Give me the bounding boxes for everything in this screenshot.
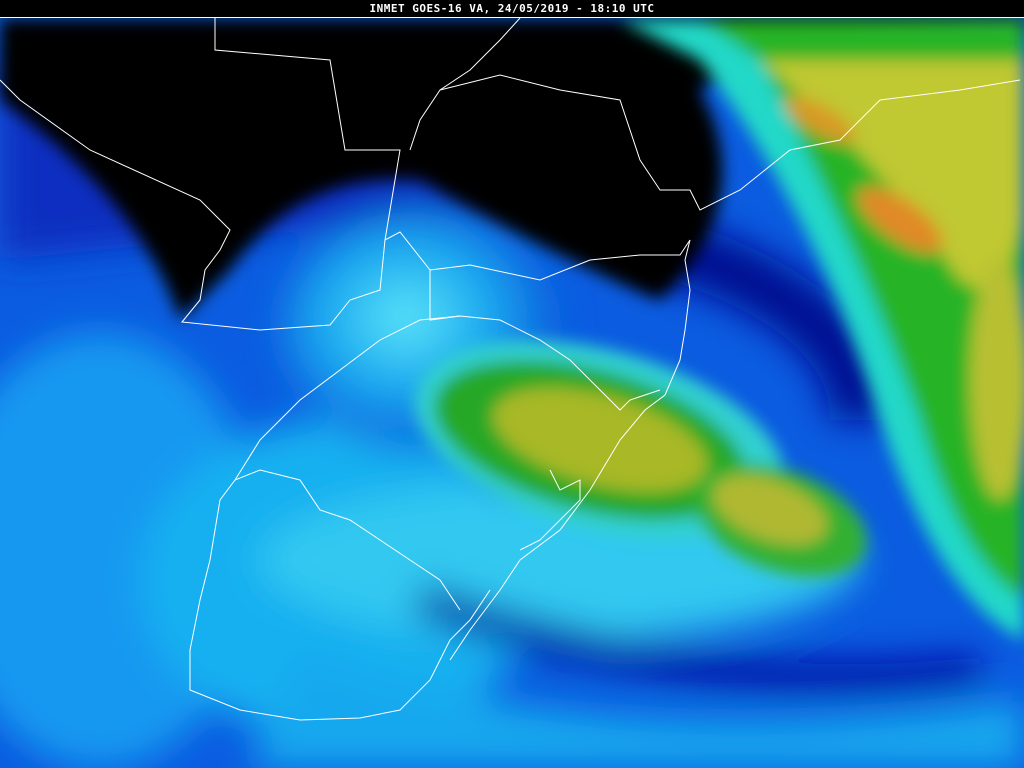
political-borders <box>0 17 1021 721</box>
image-title: INMET GOES-16 VA, 24/05/2019 - 18:10 UTC <box>0 0 1024 18</box>
